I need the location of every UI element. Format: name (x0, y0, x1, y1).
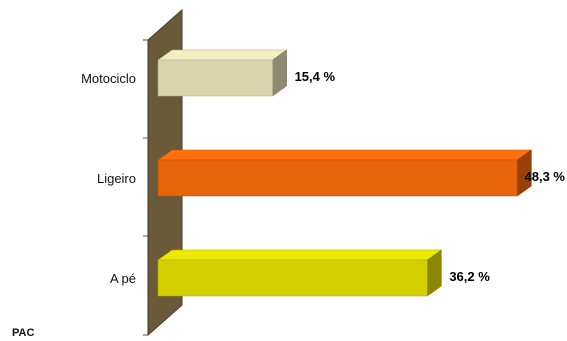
value-label: 48,3 % (525, 169, 566, 184)
category-label: Motociclo (81, 71, 136, 86)
footer-text: PAC (12, 327, 34, 339)
bar-top-face (158, 50, 287, 60)
category-label: Ligeiro (97, 171, 136, 186)
category-labels: Motociclo Ligeiro A pé (81, 71, 136, 286)
bars-group (158, 50, 531, 296)
bar-front-face (158, 60, 273, 96)
value-label: 15,4 % (295, 69, 336, 84)
category-ticks (143, 40, 148, 335)
category-label: A pé (110, 271, 136, 286)
bar-top-face (158, 150, 531, 160)
value-label: 36,2 % (449, 269, 490, 284)
bar-motociclo (158, 50, 287, 96)
bar-top-face (158, 250, 441, 260)
bar-front-face (158, 260, 427, 296)
bar-a-p- (158, 250, 441, 296)
bar-ligeiro (158, 150, 531, 196)
bar-front-face (158, 160, 517, 196)
